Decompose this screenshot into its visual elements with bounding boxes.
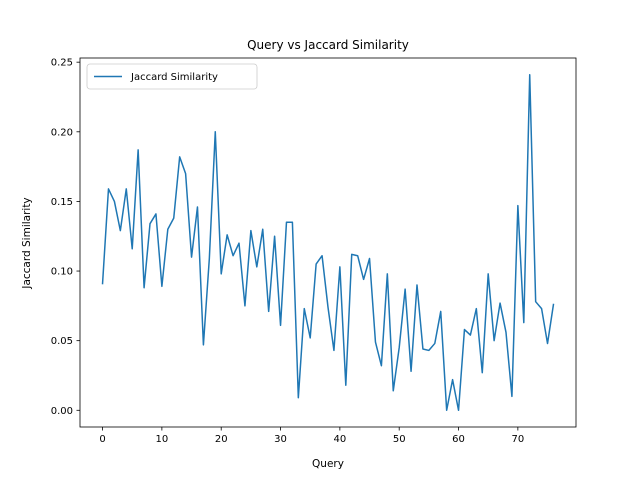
x-tick-label: 70 xyxy=(511,434,524,445)
x-tick-label: 30 xyxy=(274,434,287,445)
y-axis-title: Jaccard Similarity xyxy=(21,197,33,289)
x-tick-label: 40 xyxy=(333,434,346,445)
x-tick-label: 50 xyxy=(393,434,406,445)
x-axis-title: Query xyxy=(312,458,344,470)
axes: 0 10 20 30 40 50 60 70 0.00 0.05 0.10 0.15 0.20 0.25 xyxy=(51,57,577,445)
plot-area xyxy=(101,73,555,412)
y-tick-label: 0.20 xyxy=(51,127,73,138)
legend-box xyxy=(86,63,258,90)
legend: Jaccard Similarity xyxy=(86,63,258,90)
y-tick-label: 0.25 xyxy=(51,58,73,69)
chart-title: Query vs Jaccard Similarity xyxy=(247,38,409,52)
y-tick-label: 0.10 xyxy=(51,267,73,278)
axes-frame xyxy=(79,57,577,428)
x-tick-label: 0 xyxy=(99,434,105,445)
y-tick-label: 0.00 xyxy=(51,406,73,417)
y-tick-label: 0.15 xyxy=(51,197,73,208)
y-tick-label: 0.05 xyxy=(51,336,73,347)
series-line-0 xyxy=(101,73,555,412)
x-tick-label: 20 xyxy=(215,434,228,445)
x-tick-label: 60 xyxy=(452,434,465,445)
legend-label: Jaccard Similarity xyxy=(130,72,218,83)
x-tick-label: 10 xyxy=(156,434,169,445)
